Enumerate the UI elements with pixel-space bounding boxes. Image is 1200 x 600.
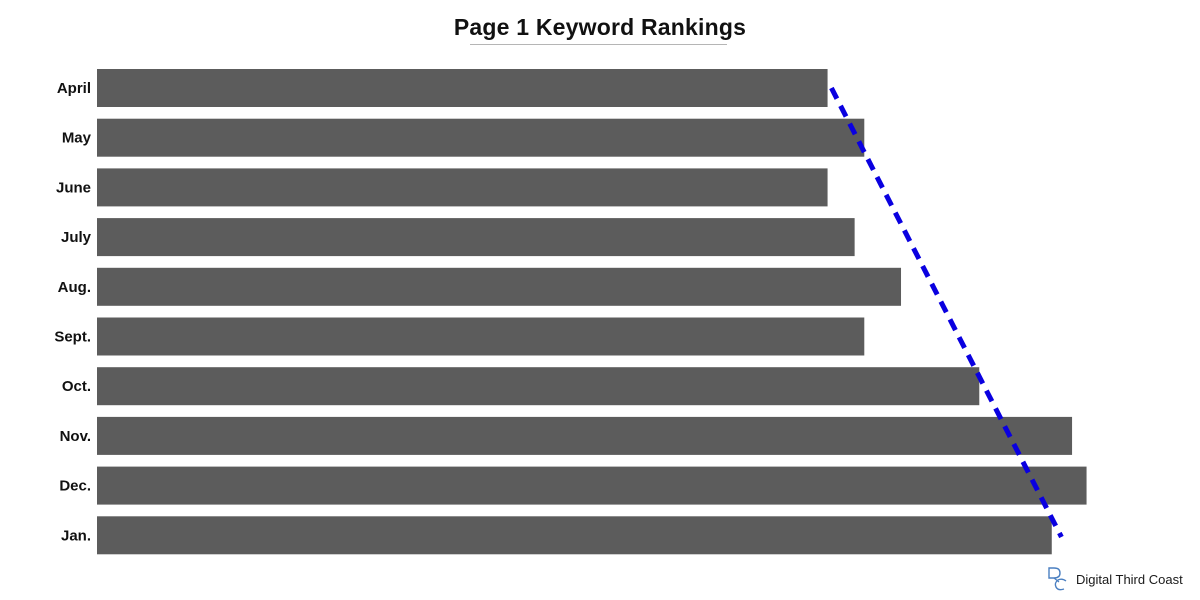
bar-nov [97, 416, 1073, 455]
bar-dec [97, 466, 1087, 505]
bar-sept [97, 317, 865, 356]
bar-june [97, 168, 828, 207]
category-label: May [62, 130, 92, 147]
chart-title: Page 1 Keyword Rankings [453, 14, 747, 40]
category-label: April [57, 80, 91, 97]
brand-name: Digital Third Coast [1076, 571, 1183, 587]
category-label: June [56, 179, 91, 196]
bar-july [97, 218, 855, 257]
bar-aug [97, 267, 902, 306]
category-label: Sept. [54, 329, 91, 346]
category-label: Jan. [61, 527, 91, 544]
category-label: Oct. [62, 378, 91, 395]
bar-may [97, 118, 865, 157]
brand-logo: Digital Third Coast [1046, 566, 1196, 592]
dtc-logo-icon [1048, 567, 1067, 591]
title-underline [470, 44, 727, 45]
category-label: July [61, 229, 92, 246]
trend-line [829, 86, 1064, 539]
category-label: Aug. [58, 279, 91, 296]
bar-jan [97, 516, 1052, 555]
bar-oct [97, 367, 980, 406]
bar-april [97, 69, 828, 107]
category-label: Dec. [59, 478, 91, 495]
category-label: Nov. [60, 428, 91, 445]
